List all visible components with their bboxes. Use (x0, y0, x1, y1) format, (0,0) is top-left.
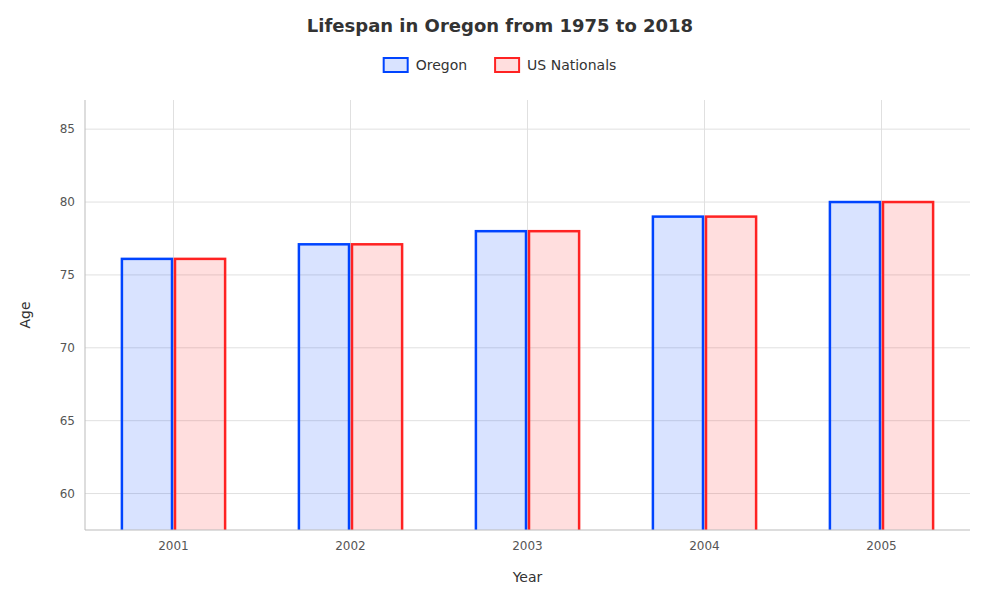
y-axis-label: Age (17, 301, 33, 328)
chart-svg: 60 65 70 75 80 85 2001 2002 2003 2004 2005 Lifespan… (0, 0, 1000, 600)
chart-container: 60 65 70 75 80 85 2001 2002 2003 2004 2005 Lifespan… (0, 0, 1000, 600)
x-axis-label: Year (512, 569, 543, 585)
y-tick-label: 60 (60, 487, 75, 501)
bar (122, 259, 172, 530)
bars (122, 202, 933, 530)
y-tick-label: 65 (60, 414, 75, 428)
y-tick-label: 80 (60, 195, 75, 209)
bar (830, 202, 880, 530)
y-tick-label: 75 (60, 268, 75, 282)
bar (299, 244, 349, 530)
bar (476, 231, 526, 530)
x-tick-label: 2003 (512, 539, 543, 553)
legend-item: Oregon (384, 57, 467, 73)
x-tick-label: 2004 (689, 539, 720, 553)
bar (653, 217, 703, 530)
x-axis-line (85, 530, 970, 531)
legend-swatch (495, 58, 519, 72)
x-tick-label: 2005 (866, 539, 897, 553)
legend: Oregon US Nationals (384, 57, 617, 73)
y-axis-line (85, 100, 86, 530)
bar (883, 202, 933, 530)
title: Lifespan in Oregon from 1975 to 2018 (307, 15, 693, 36)
bar (352, 244, 402, 530)
legend-label: Oregon (416, 57, 467, 73)
x-tick-label: 2002 (335, 539, 366, 553)
legend-item: US Nationals (495, 57, 616, 73)
bar (175, 259, 225, 530)
y-tick-label: 70 (60, 341, 75, 355)
y-tick-label: 85 (60, 122, 75, 136)
legend-label: US Nationals (527, 57, 616, 73)
bar (706, 217, 756, 530)
bar (529, 231, 579, 530)
x-tick-label: 2001 (158, 539, 189, 553)
legend-swatch (384, 58, 408, 72)
